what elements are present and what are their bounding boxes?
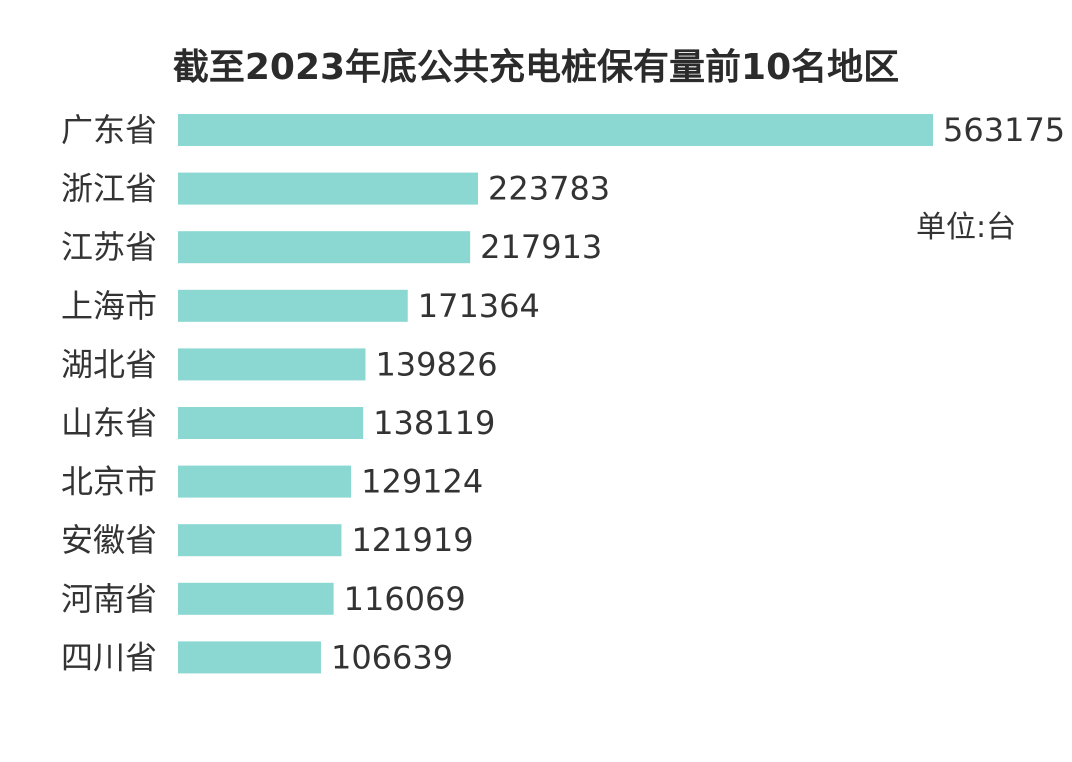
value-label: 116069 (344, 580, 466, 618)
value-label: 223783 (488, 170, 610, 208)
value-label: 138119 (373, 404, 495, 442)
bar (178, 465, 352, 498)
value-label: 217913 (480, 228, 602, 266)
category-label: 四川省 (61, 638, 157, 676)
category-label: 山东省 (61, 404, 157, 442)
bar (178, 231, 471, 264)
bar (178, 172, 479, 205)
value-label: 171364 (418, 287, 540, 325)
category-label: 湖北省 (61, 345, 157, 383)
bar (178, 641, 321, 674)
value-label: 139826 (375, 345, 497, 383)
bar (178, 289, 408, 322)
bar (178, 114, 933, 146)
category-label: 上海市 (61, 287, 157, 325)
value-label: 106639 (331, 638, 453, 676)
bar (178, 524, 342, 557)
category-label: 河南省 (61, 580, 157, 618)
category-label: 安徽省 (61, 521, 157, 559)
value-label: 563175 (943, 111, 1065, 149)
category-label: 浙江省 (61, 170, 157, 208)
chart-title: 截至2023年底公共充电桩保有量前10名地区 (172, 47, 900, 88)
value-label: 121919 (351, 521, 473, 559)
category-label: 广东省 (61, 111, 157, 149)
value-label: 129124 (361, 463, 483, 501)
category-label: 北京市 (61, 463, 157, 501)
bar (178, 582, 334, 615)
unit-label: 单位:台 (916, 210, 1017, 245)
bar (178, 348, 366, 381)
category-label: 江苏省 (61, 228, 157, 266)
bar (178, 407, 364, 439)
